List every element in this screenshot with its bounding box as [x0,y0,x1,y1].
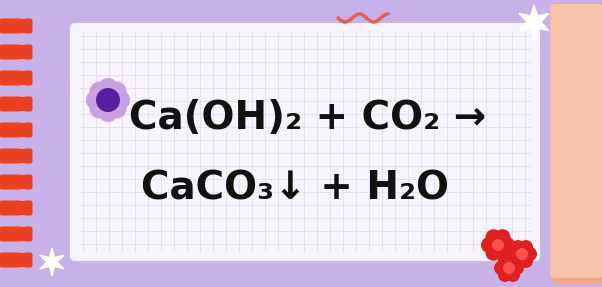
Circle shape [107,98,126,119]
Circle shape [492,239,504,251]
Circle shape [14,148,30,164]
FancyBboxPatch shape [550,4,602,50]
Circle shape [90,98,110,119]
FancyBboxPatch shape [550,156,602,202]
Circle shape [98,102,118,122]
Polygon shape [520,5,548,39]
FancyBboxPatch shape [0,96,33,112]
Circle shape [481,237,497,253]
FancyBboxPatch shape [69,22,541,262]
Circle shape [506,254,520,268]
Circle shape [523,247,537,261]
FancyBboxPatch shape [550,118,602,164]
Circle shape [14,44,30,60]
Circle shape [107,82,126,102]
FancyBboxPatch shape [0,18,33,34]
Circle shape [96,88,120,112]
Circle shape [14,18,30,34]
Circle shape [14,252,30,268]
FancyBboxPatch shape [0,44,33,59]
FancyBboxPatch shape [0,201,33,216]
Circle shape [14,174,30,190]
Circle shape [510,261,524,275]
Circle shape [494,245,510,261]
FancyBboxPatch shape [0,123,33,137]
Circle shape [14,70,30,86]
Circle shape [14,122,30,138]
Circle shape [511,240,525,254]
Polygon shape [40,248,64,276]
Circle shape [507,247,521,261]
Circle shape [485,229,501,245]
Circle shape [516,248,528,260]
Text: CaCO₃↓ + H₂O: CaCO₃↓ + H₂O [141,169,449,207]
Circle shape [499,237,515,253]
Circle shape [98,78,118,98]
Text: Ca(OH)₂ + CO₂ →: Ca(OH)₂ + CO₂ → [129,99,486,137]
FancyBboxPatch shape [552,3,602,284]
FancyBboxPatch shape [0,148,33,164]
FancyBboxPatch shape [0,226,33,241]
Circle shape [14,200,30,216]
FancyBboxPatch shape [550,232,602,278]
Circle shape [494,229,510,245]
FancyBboxPatch shape [550,194,602,240]
Circle shape [86,90,106,110]
Circle shape [494,261,508,275]
Circle shape [14,96,30,112]
Circle shape [506,268,520,282]
Circle shape [498,268,512,282]
Circle shape [485,245,501,261]
Circle shape [511,254,525,268]
Circle shape [110,90,130,110]
Circle shape [519,240,533,254]
Circle shape [503,262,515,274]
FancyBboxPatch shape [0,253,33,267]
FancyBboxPatch shape [0,174,33,189]
FancyBboxPatch shape [550,42,602,88]
Circle shape [90,82,110,102]
Circle shape [498,254,512,268]
FancyBboxPatch shape [0,71,33,86]
FancyBboxPatch shape [550,80,602,126]
Circle shape [14,226,30,242]
Circle shape [519,254,533,268]
